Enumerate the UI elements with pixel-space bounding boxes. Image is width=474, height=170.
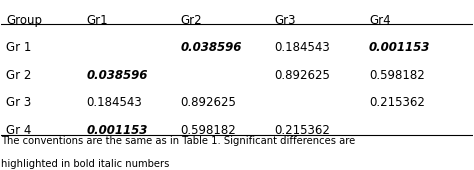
Text: Gr1: Gr1: [86, 14, 108, 27]
Text: Gr2: Gr2: [181, 14, 202, 27]
Text: Gr4: Gr4: [369, 14, 391, 27]
Text: Group: Group: [6, 14, 42, 27]
Text: Gr 4: Gr 4: [6, 124, 31, 137]
Text: 0.001153: 0.001153: [86, 124, 147, 137]
Text: 0.598182: 0.598182: [181, 124, 236, 137]
Text: 0.184543: 0.184543: [275, 41, 330, 54]
Text: 0.038596: 0.038596: [86, 69, 147, 82]
Text: 0.215362: 0.215362: [275, 124, 330, 137]
Text: 0.892625: 0.892625: [181, 96, 237, 109]
Text: 0.892625: 0.892625: [275, 69, 330, 82]
Text: Gr 2: Gr 2: [6, 69, 31, 82]
Text: 0.001153: 0.001153: [369, 41, 430, 54]
Text: 0.038596: 0.038596: [181, 41, 242, 54]
Text: Gr 3: Gr 3: [6, 96, 31, 109]
Text: Gr3: Gr3: [275, 14, 296, 27]
Text: 0.184543: 0.184543: [86, 96, 142, 109]
Text: highlighted in bold italic numbers: highlighted in bold italic numbers: [1, 159, 170, 169]
Text: Gr 1: Gr 1: [6, 41, 31, 54]
Text: The conventions are the same as in Table 1. Significant differences are: The conventions are the same as in Table…: [1, 136, 356, 146]
Text: 0.215362: 0.215362: [369, 96, 425, 109]
Text: 0.598182: 0.598182: [369, 69, 425, 82]
